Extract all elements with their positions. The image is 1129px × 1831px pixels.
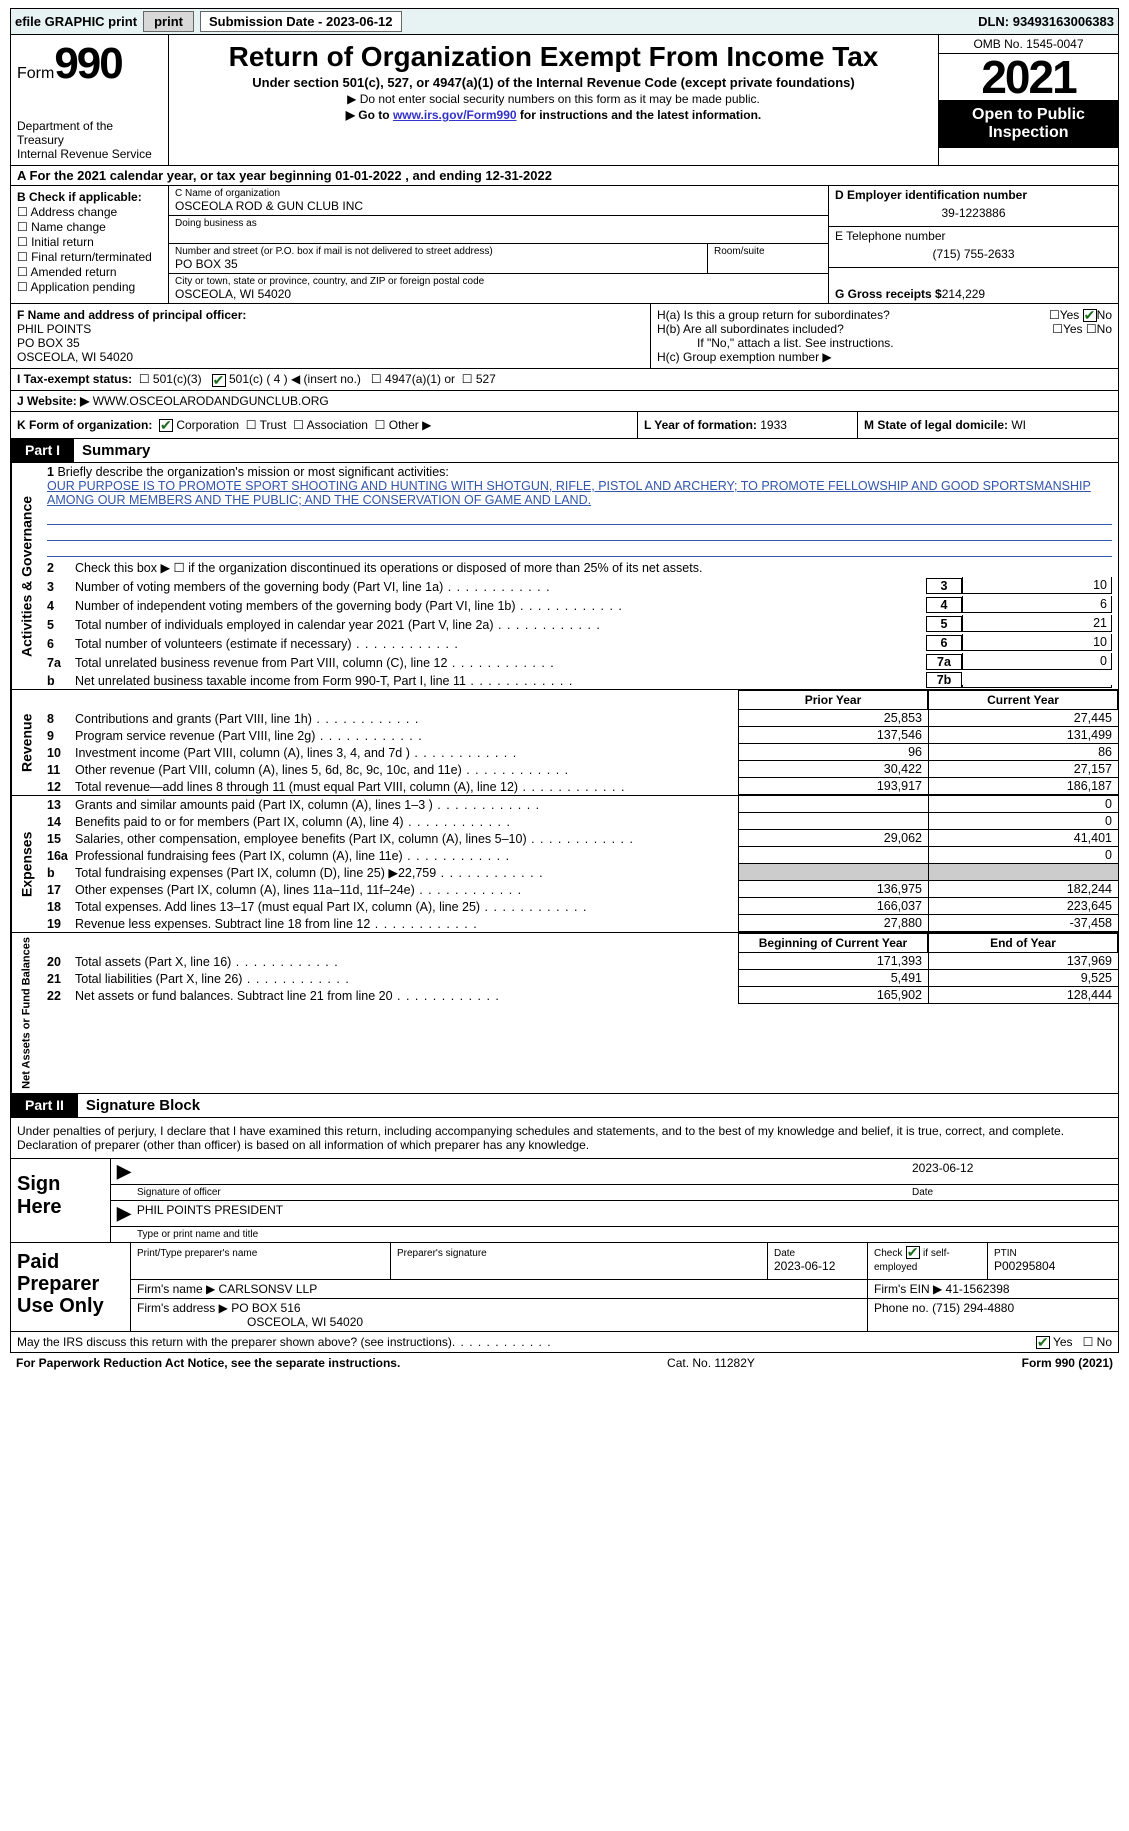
cb-amended-return[interactable]: ☐ Amended return [17,265,162,279]
firm-name: CARLSONSV LLP [219,1282,318,1296]
part1-header: Part I Summary [10,439,1119,463]
row-a: A For the 2021 calendar year, or tax yea… [10,166,1119,186]
subtitle-1: Under section 501(c), 527, or 4947(a)(1)… [175,75,932,90]
dln: DLN: 93493163006383 [978,14,1114,29]
data-row: 14Benefits paid to or for members (Part … [41,813,1118,830]
ptin: P00295804 [994,1259,1055,1273]
block-expenses: Expenses 13Grants and similar amounts pa… [10,796,1119,933]
dept-treasury: Department of the Treasury Internal Reve… [17,119,162,161]
subtitle-3: ▶ Go to www.irs.gov/Form990 for instruct… [175,108,932,122]
data-row: 17Other expenses (Part IX, column (A), l… [41,881,1118,898]
cb-501c3[interactable]: ☐ 501(c)(3) [139,372,202,386]
summary-row: 3Number of voting members of the governi… [41,576,1118,595]
data-row: 20Total assets (Part X, line 16)171,3931… [41,953,1118,970]
row-klm: K Form of organization: Corporation ☐ Tr… [10,412,1119,439]
discuss-no[interactable]: ☐ No [1083,1335,1112,1349]
part2-header: Part II Signature Block [10,1094,1119,1118]
gross-receipts: 214,229 [942,287,985,301]
hb-yes[interactable]: ☐Yes [1052,322,1082,336]
cb-name-change[interactable]: ☐ Name change [17,220,162,234]
summary-row: bNet unrelated business taxable income f… [41,671,1118,689]
ha-no[interactable]: No [1083,308,1112,322]
firm-ein: 41-1562398 [946,1282,1010,1296]
ha-yes[interactable]: ☐Yes [1049,308,1079,322]
mission-text: OUR PURPOSE IS TO PROMOTE SPORT SHOOTING… [47,479,1091,507]
hb-no[interactable]: ☐No [1086,322,1112,336]
row-j: J Website: ▶ WWW.OSCEOLARODANDGUNCLUB.OR… [10,391,1119,412]
cb-trust[interactable]: ☐ Trust [246,418,287,432]
col-b: B Check if applicable: ☐ Address change … [11,186,169,303]
summary-row: 5Total number of individuals employed in… [41,614,1118,633]
summary-row: 6Total number of volunteers (estimate if… [41,633,1118,652]
data-row: 13Grants and similar amounts paid (Part … [41,796,1118,813]
data-row: bTotal fundraising expenses (Part IX, co… [41,864,1118,881]
cb-other[interactable]: ☐ Other ▶ [375,418,432,432]
data-row: 22Net assets or fund balances. Subtract … [41,987,1118,1004]
arrow-icon: ▶ [117,1203,131,1224]
ein: 39-1223886 [835,202,1112,224]
form-title: Return of Organization Exempt From Incom… [175,41,932,73]
form-header: Form990 Department of the Treasury Inter… [10,35,1119,166]
efile-label: efile GRAPHIC print [15,14,137,29]
form-number: Form990 [17,39,162,89]
irs-link[interactable]: www.irs.gov/Form990 [393,108,517,122]
current-year-header: Current Year [928,690,1118,710]
summary-row: 4Number of independent voting members of… [41,595,1118,614]
data-row: 16aProfessional fundraising fees (Part I… [41,847,1118,864]
org-city: OSCEOLA, WI 54020 [175,287,822,301]
print-button[interactable]: print [143,11,194,32]
data-row: 8Contributions and grants (Part VIII, li… [41,710,1118,727]
org-name: OSCEOLA ROD & GUN CLUB INC [175,199,822,213]
block-netassets: Net Assets or Fund Balances Beginning of… [10,933,1119,1094]
data-row: 10Investment income (Part VIII, column (… [41,744,1118,761]
summary-row: 7aTotal unrelated business revenue from … [41,652,1118,671]
block-revenue: Revenue Prior Year Current Year 8Contrib… [10,690,1119,796]
col-d: D Employer identification number 39-1223… [828,186,1118,303]
col-c: C Name of organization OSCEOLA ROD & GUN… [169,186,828,303]
cb-initial-return[interactable]: ☐ Initial return [17,235,162,249]
cb-final-return[interactable]: ☐ Final return/terminated [17,250,162,264]
cb-4947[interactable]: ☐ 4947(a)(1) or [371,372,455,386]
data-row: 18Total expenses. Add lines 13–17 (must … [41,898,1118,915]
block-governance: Activities & Governance 1 Briefly descri… [10,463,1119,690]
subtitle-2: ▶ Do not enter social security numbers o… [175,92,932,106]
sign-here-block: Sign Here ▶ 2023-06-12 Signature of offi… [10,1159,1119,1243]
row-i: I Tax-exempt status: ☐ 501(c)(3) 501(c) … [10,369,1119,390]
cb-self-employed[interactable] [906,1246,920,1259]
org-address: PO BOX 35 [175,257,701,271]
cb-application-pending[interactable]: ☐ Application pending [17,280,162,294]
cb-association[interactable]: ☐ Association [293,418,368,432]
sig-date: 2023-06-12 [912,1161,1112,1182]
data-row: 21Total liabilities (Part X, line 26)5,4… [41,970,1118,987]
data-row: 19Revenue less expenses. Subtract line 1… [41,915,1118,932]
data-row: 12Total revenue—add lines 8 through 11 (… [41,778,1118,795]
paid-preparer-block: Paid Preparer Use Only Print/Type prepar… [10,1243,1119,1332]
website: WWW.OSCEOLARODANDGUNCLUB.ORG [93,394,329,408]
telephone: (715) 755-2633 [835,243,1112,265]
perjury-declaration: Under penalties of perjury, I declare th… [10,1118,1119,1159]
discuss-yes[interactable]: Yes [1036,1335,1073,1349]
cb-501c[interactable]: 501(c) ( 4 ) ◀ (insert no.) [212,372,361,386]
cb-address-change[interactable]: ☐ Address change [17,205,162,219]
arrow-icon: ▶ [117,1161,131,1182]
year-formation: 1933 [760,418,787,432]
cb-527[interactable]: ☐ 527 [462,372,496,386]
efile-topbar: efile GRAPHIC print print Submission Dat… [10,8,1119,35]
officer-name-title: PHIL POINTS PRESIDENT [137,1203,283,1224]
row-fh: F Name and address of principal officer:… [10,304,1119,369]
prior-year-header: Prior Year [738,690,928,710]
section-bcde: B Check if applicable: ☐ Address change … [10,186,1119,304]
data-row: 15Salaries, other compensation, employee… [41,830,1118,847]
footer-row: For Paperwork Reduction Act Notice, see … [10,1353,1119,1373]
open-to-public: Open to Public Inspection [939,100,1118,148]
state-domicile: WI [1011,418,1026,432]
discuss-row: May the IRS discuss this return with the… [10,1332,1119,1353]
tax-year: 2021 [939,54,1118,100]
firm-phone: (715) 294-4880 [932,1301,1014,1315]
submission-date: Submission Date - 2023-06-12 [200,11,402,32]
data-row: 9Program service revenue (Part VIII, lin… [41,727,1118,744]
data-row: 11Other revenue (Part VIII, column (A), … [41,761,1118,778]
cb-corporation[interactable]: Corporation [159,418,239,432]
officer-name: PHIL POINTS [17,322,91,336]
